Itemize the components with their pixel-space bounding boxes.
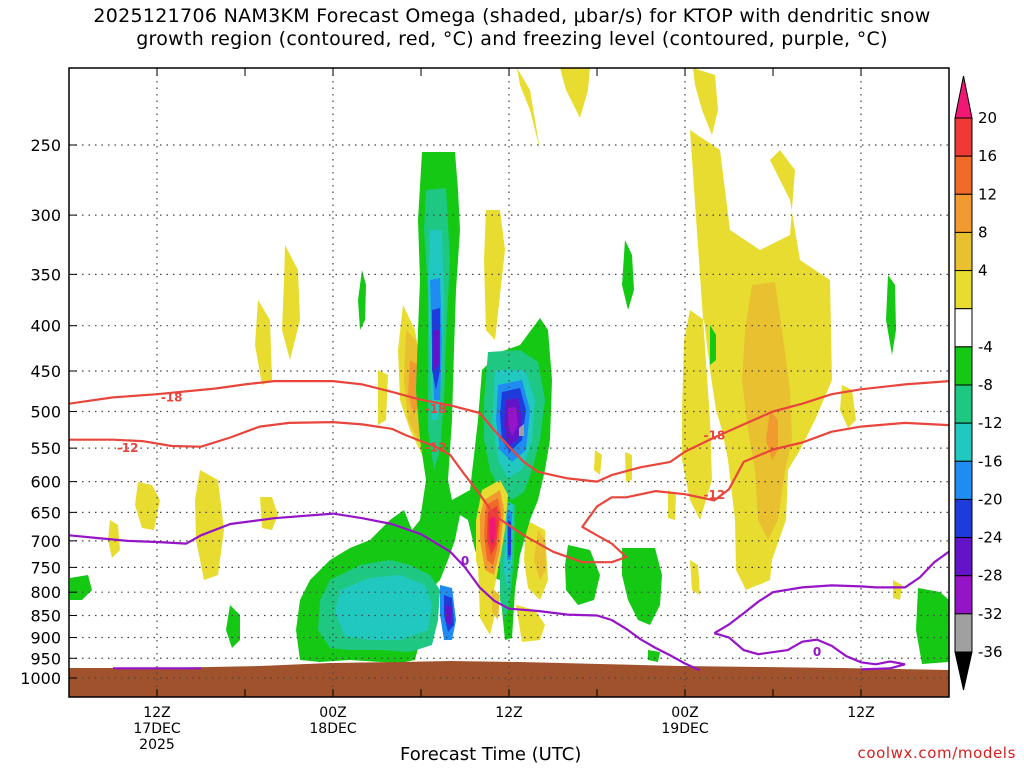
colorbar-swatch <box>954 231 973 272</box>
x-tick-label: 17DEC <box>133 721 180 737</box>
colorbar-label: -16 <box>978 452 1003 470</box>
y-tick-label: 700 <box>30 532 61 551</box>
colorbar: 20 16 12 8 4 -4 -8 -12 -16 -20 -24 -28 -32 -36 <box>954 75 1003 691</box>
omega-negative-32-36 <box>519 424 524 436</box>
gridlines <box>69 68 949 697</box>
colorbar-label: -24 <box>978 529 1003 547</box>
x-tick-label: 12Z <box>495 705 522 721</box>
colorbar-swatch <box>954 613 973 653</box>
colorbar-swatch <box>954 193 973 233</box>
colorbar-label: -8 <box>978 376 993 394</box>
colorbar-swatch <box>954 498 973 539</box>
colorbar-label: 8 <box>978 223 988 241</box>
colorbar-swatch <box>954 308 973 348</box>
credit-link[interactable]: coolwx.com/models <box>857 744 1016 762</box>
x-tick-label: 2025 <box>139 737 175 753</box>
colorbar-swatch <box>954 117 973 157</box>
dgz-contour--18-label: -18 <box>703 428 725 442</box>
x-tick-label: 19DEC <box>661 721 708 737</box>
colorbar-label: -12 <box>978 414 1003 432</box>
colorbar-swatch <box>954 384 973 424</box>
freezing-level-contour-right-low <box>713 632 906 671</box>
colorbar-swatch <box>954 575 973 615</box>
x-tick-label: 00Z <box>671 705 698 721</box>
y-tick-label: 750 <box>30 558 61 577</box>
y-tick-label: 300 <box>30 206 61 225</box>
y-tick-label: 400 <box>30 317 61 336</box>
x-tick-label: 12Z <box>847 705 874 721</box>
colorbar-label: -4 <box>978 338 993 356</box>
dgz-contour--12 <box>69 421 949 564</box>
dgz-contour--18-label: -18 <box>161 390 183 404</box>
dgz-contour--18 <box>69 380 949 483</box>
y-tick-label: 550 <box>30 439 61 458</box>
colorbar-label: 4 <box>978 262 988 280</box>
colorbar-arrow-top <box>954 75 973 119</box>
y-tick-label: 350 <box>30 265 61 284</box>
colorbar-label: 16 <box>978 147 997 165</box>
colorbar-label: 12 <box>978 185 997 203</box>
y-tick-label: 600 <box>30 473 61 492</box>
y-tick-label: 950 <box>30 649 61 668</box>
colorbar-label: -36 <box>978 643 1003 661</box>
colorbar-swatch <box>954 346 973 386</box>
colorbar-swatch <box>954 537 973 577</box>
y-axis: 250 300 350 400 450 500 550 600 650 700 750 800 850 9… <box>20 136 77 688</box>
y-tick-label: 450 <box>30 362 61 381</box>
dgz-contour--12-label: -12 <box>117 441 139 455</box>
colorbar-label: -28 <box>978 567 1003 585</box>
colorbar-arrow-bottom <box>954 651 973 691</box>
omega-negative-28-32 <box>508 407 518 436</box>
chart-title-line2: growth region (contoured, red, °C) and f… <box>136 28 888 50</box>
freezing-level-contour-label: 0 <box>813 645 821 659</box>
omega-positive-core <box>476 480 508 590</box>
colorbar-swatch <box>954 422 973 462</box>
colorbar-swatch <box>954 270 973 310</box>
freezing-level-contour-right <box>713 550 949 635</box>
freezing-level-contour-label: 0 <box>461 554 469 568</box>
x-tick-label: 00Z <box>319 705 346 721</box>
contour-layer: -18 -18 -18 -12 -12 -12 0 0 <box>69 380 949 672</box>
dgz-contour--18-label: -18 <box>425 402 447 416</box>
freezing-level-contour <box>69 512 701 672</box>
colorbar-label: -32 <box>978 605 1003 623</box>
y-tick-label: 900 <box>30 628 61 647</box>
x-tick-label: 18DEC <box>309 721 356 737</box>
y-tick-label: 250 <box>30 136 61 155</box>
colorbar-label: 20 <box>978 109 997 127</box>
x-tick-label: 12Z <box>143 705 170 721</box>
y-tick-label: 500 <box>30 403 61 422</box>
colorbar-swatch <box>954 460 973 500</box>
colorbar-swatch <box>954 155 973 195</box>
y-tick-label: 650 <box>30 503 61 522</box>
dgz-contour--12-label: -12 <box>425 440 447 454</box>
x-axis-title: Forecast Time (UTC) <box>400 744 582 765</box>
omega-shading <box>69 68 949 697</box>
y-tick-label: 850 <box>30 607 61 626</box>
dgz-contour--12-label: -12 <box>703 488 725 502</box>
y-tick-label: 800 <box>30 583 61 602</box>
y-tick-label: 1000 <box>20 669 61 688</box>
colorbar-label: -20 <box>978 490 1003 508</box>
chart-title-line1: 2025121706 NAM3KM Forecast Omega (shaded… <box>93 5 931 27</box>
